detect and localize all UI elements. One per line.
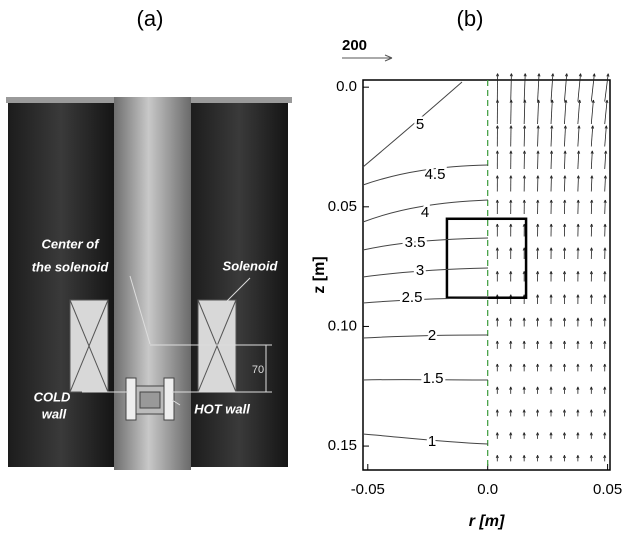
vector — [551, 74, 553, 102]
contour-label: 1.5 — [423, 370, 444, 387]
y-tick-label: 0.0 — [336, 78, 357, 95]
y-tick-label: 0.15 — [328, 437, 357, 454]
vector — [538, 126, 539, 147]
cold-label: wall — [42, 406, 67, 421]
vector — [551, 151, 552, 169]
center-label: the solenoid — [32, 259, 110, 274]
vector — [564, 151, 565, 169]
vector — [591, 176, 592, 192]
vector — [511, 73, 512, 101]
vector — [564, 74, 566, 102]
contour-label: 3.5 — [405, 234, 426, 251]
figure: (a) 70 Center of the solenoid Solenoid C… — [0, 0, 630, 542]
vector — [578, 126, 579, 147]
vector-scale-label: 200 — [342, 37, 367, 54]
vector — [591, 151, 592, 169]
panel-label: (b) — [457, 6, 484, 31]
vector — [578, 151, 579, 169]
panel-label: (a) — [137, 6, 164, 31]
contour-label: 1 — [428, 433, 436, 450]
cold-label: COLD — [34, 389, 71, 404]
vector — [524, 100, 525, 124]
contour-label: 2.5 — [402, 289, 423, 306]
vector — [538, 74, 540, 102]
contour-line — [363, 434, 488, 444]
vector — [591, 100, 593, 124]
vector — [578, 74, 581, 102]
apparatus: (a) 70 Center of the solenoid Solenoid C… — [6, 6, 292, 470]
x-tick-label: 0.05 — [593, 481, 622, 498]
contour-line — [363, 335, 488, 338]
center-label: Center of — [41, 236, 100, 251]
y-tick-label: 0.05 — [328, 198, 357, 215]
vector — [578, 100, 580, 124]
x-tick-label: -0.05 — [351, 481, 385, 498]
plot-frame — [363, 80, 610, 470]
contour-label: 5 — [416, 116, 424, 133]
dimension-label: 70 — [252, 364, 264, 376]
vector — [605, 200, 606, 214]
x-tick-label: 0.0 — [477, 481, 498, 498]
vector — [524, 126, 525, 147]
contour-line — [363, 268, 488, 277]
vector — [551, 126, 552, 147]
hot-label: HOT wall — [194, 401, 250, 416]
vector — [524, 73, 525, 101]
vector — [605, 126, 607, 147]
vector — [605, 74, 609, 102]
region-box — [447, 219, 526, 298]
vector — [564, 176, 565, 192]
vector — [564, 100, 566, 124]
contour-line — [363, 238, 488, 250]
contour-label: 4 — [421, 204, 429, 221]
vector — [551, 100, 552, 124]
contour-chart: -0.05 0.0 0.05 0.0 0.05 0.10 0.15 r [m] z [m] 5 4.… — [311, 37, 622, 530]
vector — [591, 74, 594, 102]
vector — [605, 176, 606, 192]
vector — [591, 126, 592, 147]
vector — [538, 100, 539, 124]
vector — [605, 100, 607, 124]
y-axis-label: z [m] — [311, 256, 328, 293]
contour-label: 3 — [416, 262, 424, 279]
x-axis-label: r [m] — [469, 513, 505, 530]
vector — [564, 126, 565, 147]
contour-label: 4.5 — [425, 166, 446, 183]
y-tick-label: 0.10 — [328, 317, 357, 334]
contour-line — [363, 82, 462, 167]
solenoid-label: Solenoid — [223, 258, 279, 273]
vector — [578, 176, 579, 192]
contour-label: 2 — [428, 327, 436, 344]
